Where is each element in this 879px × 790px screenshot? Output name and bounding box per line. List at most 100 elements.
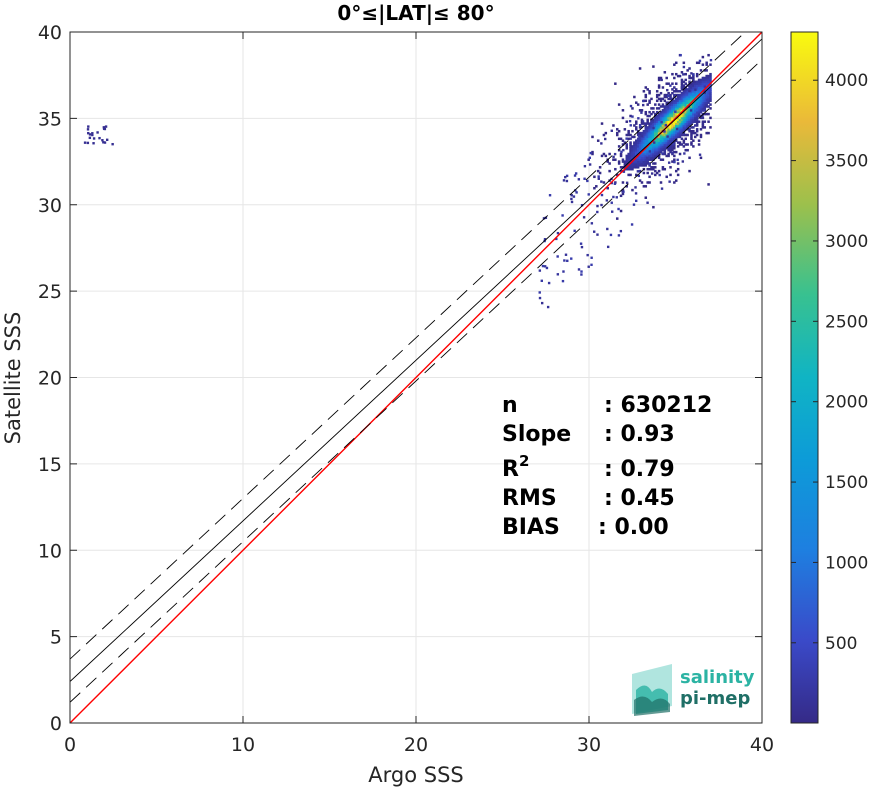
heat-cell-1066: [694, 109, 697, 112]
x-axis-label: Argo SSS: [368, 763, 463, 787]
heat-cell-1076: [694, 90, 697, 93]
heat-cell-69: [625, 167, 629, 171]
heat-cell-935: [684, 82, 687, 85]
heat-cell-959: [686, 93, 689, 97]
heat-cell-1273: [667, 161, 671, 164]
heat-cell-1056: [692, 74, 695, 78]
y-tick-label-1: 5: [50, 627, 62, 649]
heat-cell-1198: [703, 93, 707, 97]
heat-cell-1185: [701, 63, 705, 66]
heat-cell-1336: [663, 130, 666, 133]
heat-cell-1051: [692, 84, 695, 87]
heat-cell-46: [619, 166, 623, 169]
heat-cell-829: [678, 114, 682, 118]
heat-cell-1191: [703, 107, 707, 110]
heat-cell-834: [678, 105, 682, 108]
heat-cell-975: [688, 112, 691, 116]
heat-cell-996: [690, 143, 693, 146]
heat-cell-960: [686, 91, 689, 95]
heat-cell-1390: [671, 151, 674, 155]
heat-cell-257: [642, 122, 646, 125]
heat-cell-865: [680, 97, 684, 101]
heat-cell-26: [612, 124, 615, 127]
heat-cell-316: [646, 118, 649, 122]
heat-cell-565: [663, 139, 667, 142]
heat-cell-978: [688, 107, 691, 110]
heat-cell-820: [678, 131, 682, 135]
heat-cell-1138: [699, 133, 703, 137]
heat-cell-305: [646, 141, 649, 144]
heat-cell-199: [638, 148, 642, 152]
heat-cell-609: [665, 110, 668, 114]
heat-cell-503: [659, 145, 663, 148]
heat-cell-884: [682, 124, 686, 127]
heat-cell-414: [654, 150, 657, 154]
heat-cell-1121: [697, 103, 701, 106]
heat-cell-689: [671, 139, 674, 142]
heat-cell-1215: [705, 97, 708, 101]
wave-logo-icon: [632, 664, 672, 716]
heat-cell-427: [654, 126, 657, 129]
heat-cell-209: [638, 126, 642, 129]
line-regression-upper: [70, 32, 746, 660]
heat-cell-1395: [682, 65, 686, 69]
heat-cell-553: [661, 105, 665, 108]
heat-cell-821: [678, 129, 682, 133]
heat-cell-1036: [692, 112, 695, 116]
heat-cell-1248: [707, 78, 710, 82]
heat-cell-66: [623, 141, 627, 144]
heat-cell-38: [617, 148, 621, 152]
heat-cell-278: [644, 133, 648, 137]
heat-cell-335: [648, 139, 651, 142]
heat-cell-196: [638, 154, 642, 158]
heat-cell-1169: [701, 105, 705, 108]
heat-cell-158: [635, 148, 638, 152]
heat-cell-1069: [694, 103, 697, 106]
heat-cell-1313: [600, 193, 604, 197]
heat-cell-1116: [697, 112, 701, 116]
heat-cell-178: [636, 148, 640, 152]
heat-cell-441: [655, 147, 659, 150]
heat-cell-1086: [695, 122, 699, 125]
heat-cell-378: [652, 205, 655, 209]
heat-cell-1444: [92, 137, 96, 140]
heat-cell-1218: [705, 91, 708, 95]
heat-cell-142: [633, 145, 636, 148]
heat-cell-611: [665, 107, 668, 110]
heat-cell-32: [615, 173, 619, 177]
heat-cell-19: [606, 160, 609, 163]
heat-cell-1404: [617, 207, 620, 211]
heat-cell-582: [663, 107, 667, 110]
heat-cell-893: [682, 107, 686, 110]
heat-cell-1331: [596, 233, 599, 236]
heat-cell-657: [669, 141, 672, 144]
heat-cell-532: [661, 147, 665, 150]
heat-cell-1034: [692, 116, 695, 120]
heat-cell-690: [671, 137, 674, 141]
heat-cell-355: [650, 154, 653, 158]
heat-cell-967: [688, 129, 691, 133]
heat-cell-321: [648, 175, 651, 179]
heat-cell-842: [678, 74, 682, 78]
heat-cell-668: [669, 120, 672, 123]
heat-cell-1118: [697, 109, 701, 112]
heat-cell-676: [669, 105, 672, 108]
heat-cell-1209: [705, 131, 708, 135]
heat-cell-215: [640, 160, 644, 163]
heat-cell-374: [650, 118, 653, 122]
heat-cell-1161: [701, 126, 705, 129]
heat-cell-1074: [694, 93, 697, 97]
heat-cell-1026: [690, 76, 693, 80]
heat-cell-13: [602, 181, 606, 184]
heat-cell-1133: [697, 80, 701, 84]
heat-cell-1246: [707, 82, 710, 85]
heat-cell-255: [642, 131, 646, 135]
heat-cell-954: [686, 103, 689, 106]
colorbar-tick-label-3: 2000: [825, 393, 868, 413]
heat-cell-537: [661, 137, 665, 141]
colorbar-tick-label-6: 3500: [825, 152, 868, 172]
heat-cell-792: [676, 131, 680, 135]
heat-cell-505: [659, 141, 663, 144]
heat-cell-691: [671, 135, 674, 139]
heat-cell-1243: [707, 88, 710, 91]
